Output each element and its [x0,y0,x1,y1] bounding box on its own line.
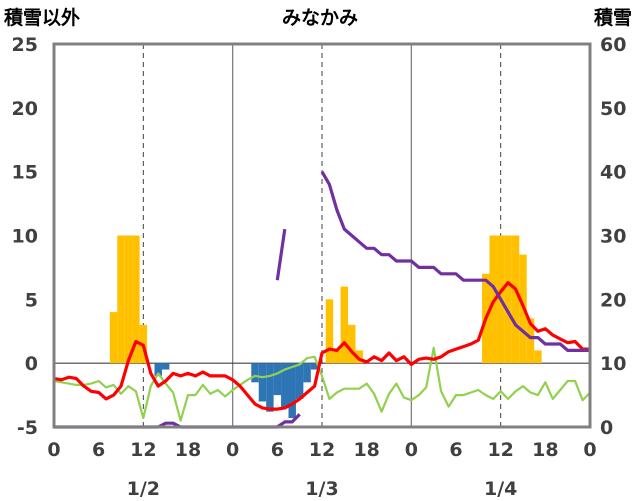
left-tick-label: -5 [17,417,38,439]
left-tick-label: 0 [25,353,38,375]
snowfall-bar [124,235,133,364]
left-tick-label: 10 [12,226,38,248]
negative-bar [154,363,162,376]
x-tick-label: 6 [271,439,284,461]
negative-bar [258,363,267,402]
negative-bar [303,363,311,383]
right-tick-label: 30 [600,226,626,248]
left-tick-label: 15 [12,162,38,184]
red-line [53,281,590,411]
snow-depth-line [275,228,287,281]
snowfall-bar [355,350,363,364]
snow-depth-line [320,170,590,352]
right-axis-title: 積雪 [594,6,632,29]
snowfall-bar [511,235,520,364]
right-tick-label: 40 [600,162,626,184]
left-axis-title: 積雪以外 [4,6,80,29]
x-tick-label: 18 [532,439,558,461]
snowfall-bar [132,235,140,364]
day-label: 1/4 [484,478,517,500]
snowfall-bar [325,299,334,364]
snowfall-bar [340,286,349,364]
negative-bar [251,363,259,383]
left-tick-label: 5 [25,289,38,311]
negative-bar [266,363,274,412]
right-tick-label: 50 [600,98,626,120]
snowfall-bar [526,318,535,364]
x-tick-label: 12 [487,439,513,461]
x-tick-label: 0 [405,439,418,461]
snowfall-bar [534,350,542,364]
negative-bar [310,363,319,370]
right-tick-label: 10 [600,353,626,375]
negative-bar [288,363,296,419]
left-tick-label: 25 [12,34,38,56]
right-tick-label: 20 [600,289,626,311]
day-label: 1/3 [305,478,338,500]
day-label: 1/2 [127,478,160,500]
x-tick-label: 12 [309,439,335,461]
x-tick-label: 0 [47,439,60,461]
chart-title: みなかみ [282,7,358,29]
plot-frame [52,42,592,429]
negative-bar [295,363,304,399]
right-tick-label: 0 [600,417,613,439]
left-tick-label: 20 [12,98,38,120]
right-tick-label: 60 [600,34,626,56]
snowfall-bar [117,235,125,364]
snowfall-bar [333,350,341,364]
x-tick-label: 0 [226,439,239,461]
x-tick-label: 18 [175,439,201,461]
x-tick-label: 0 [583,439,596,461]
snowfall-bar [109,312,118,364]
x-tick-label: 18 [353,439,379,461]
snowfall-bar [348,324,356,364]
negative-bar [161,363,170,370]
x-tick-label: 6 [92,439,105,461]
negative-bar [281,363,289,408]
negative-bar [273,363,282,396]
snowfall-bar [504,235,512,364]
green-line [53,346,591,422]
snow-depth-line [54,413,301,429]
x-tick-label: 6 [449,439,462,461]
x-tick-label: 12 [130,439,156,461]
